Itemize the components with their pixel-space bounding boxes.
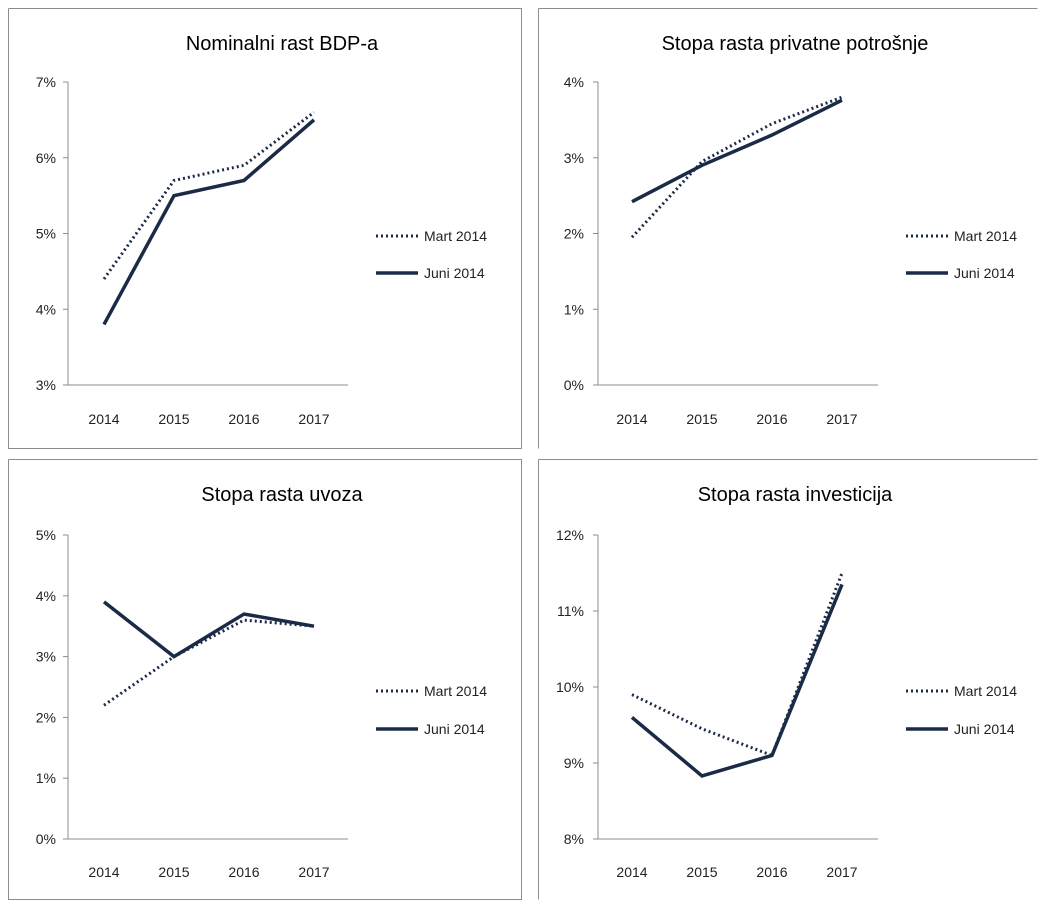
y-tick-label: 4%: [564, 74, 584, 90]
y-tick-label: 3%: [564, 150, 584, 166]
legend-label-juni-2014: Juni 2014: [954, 265, 1015, 281]
x-tick-label: 2015: [158, 411, 189, 427]
y-tick-label: 10%: [556, 679, 584, 695]
y-tick-label: 5%: [36, 226, 56, 242]
y-tick-label: 2%: [36, 709, 56, 725]
y-tick-label: 0%: [564, 377, 584, 393]
chart-svg: Nominalni rast BDP-a 3% 4% 5% 6% 7% 2014 2015 20…: [8, 8, 522, 449]
chart-svg: Stopa rasta privatne potrošnje 0% 1% 2% 3% 4%…: [538, 8, 1038, 449]
chart-panel-private-consumption: Stopa rasta privatne potrošnje 0% 1% 2% 3% 4%…: [538, 8, 1038, 449]
x-tick-label: 2015: [686, 864, 717, 880]
chart-panel-nominal-gdp: Nominalni rast BDP-a 3% 4% 5% 6% 7% 2014 2015 20…: [8, 8, 522, 449]
legend-label-mart-2014: Mart 2014: [954, 228, 1017, 244]
panel-border: [538, 8, 1038, 449]
legend-label-mart-2014: Mart 2014: [424, 228, 487, 244]
y-tick-label: 5%: [36, 527, 56, 543]
panel-border: [8, 8, 522, 449]
chart-panel-imports: Stopa rasta uvoza 0% 1% 2% 3% 4% 5% 2014 2015 201…: [8, 459, 522, 900]
y-tick-label: 6%: [36, 150, 56, 166]
series-line-juni-2014: [102, 600, 315, 659]
y-tick-label: 1%: [564, 301, 584, 317]
y-tick-label: 7%: [36, 74, 56, 90]
x-tick-label: 2014: [616, 411, 647, 427]
chart-title: Nominalni rast BDP-a: [186, 33, 379, 55]
x-tick-label: 2017: [298, 411, 329, 427]
legend-label-mart-2014: Mart 2014: [954, 683, 1017, 699]
y-tick-label: 12%: [556, 527, 584, 543]
x-tick-label: 2014: [88, 411, 119, 427]
panel-border: [538, 459, 1038, 900]
panel-border: [8, 459, 522, 900]
y-tick-label: 11%: [557, 603, 584, 619]
x-tick-label: 2017: [826, 864, 857, 880]
series-line-mart-2014: [631, 572, 844, 758]
legend-label-juni-2014: Juni 2014: [424, 265, 485, 281]
x-tick-label: 2015: [686, 411, 717, 427]
x-tick-label: 2016: [756, 411, 787, 427]
y-tick-label: 1%: [36, 770, 56, 786]
y-tick-label: 4%: [36, 301, 56, 317]
series-line-mart-2014: [102, 111, 315, 280]
y-tick-label: 9%: [564, 755, 584, 771]
y-tick-label: 0%: [36, 831, 56, 847]
chart-title: Stopa rasta uvoza: [201, 484, 363, 506]
y-tick-label: 3%: [36, 377, 56, 393]
chart-svg: Stopa rasta investicija 8% 9% 10% 11% 12% 2014…: [538, 459, 1038, 900]
x-tick-label: 2017: [826, 411, 857, 427]
series-line-juni-2014: [630, 583, 844, 778]
chart-title: Stopa rasta investicija: [698, 484, 893, 506]
series-line-juni-2014: [631, 98, 843, 204]
series-line-juni-2014: [102, 118, 316, 326]
legend-label-mart-2014: Mart 2014: [424, 683, 487, 699]
chart-panel-investments: Stopa rasta investicija 8% 9% 10% 11% 12% 2014…: [538, 459, 1038, 900]
x-tick-label: 2014: [616, 864, 647, 880]
x-tick-label: 2016: [228, 411, 259, 427]
legend-label-juni-2014: Juni 2014: [954, 721, 1015, 737]
chart-svg: Stopa rasta uvoza 0% 1% 2% 3% 4% 5% 2014 2015 201…: [8, 459, 522, 900]
y-tick-label: 3%: [36, 649, 56, 665]
series-line-mart-2014: [103, 618, 315, 707]
series-line-mart-2014: [630, 95, 843, 239]
y-tick-label: 8%: [564, 831, 584, 847]
x-tick-label: 2017: [298, 864, 329, 880]
chart-title: Stopa rasta privatne potrošnje: [662, 33, 929, 55]
y-tick-label: 4%: [36, 588, 56, 604]
y-tick-label: 2%: [564, 226, 584, 242]
x-tick-label: 2014: [88, 864, 119, 880]
x-tick-label: 2015: [158, 864, 189, 880]
legend-label-juni-2014: Juni 2014: [424, 721, 485, 737]
x-tick-label: 2016: [756, 864, 787, 880]
x-tick-label: 2016: [228, 864, 259, 880]
